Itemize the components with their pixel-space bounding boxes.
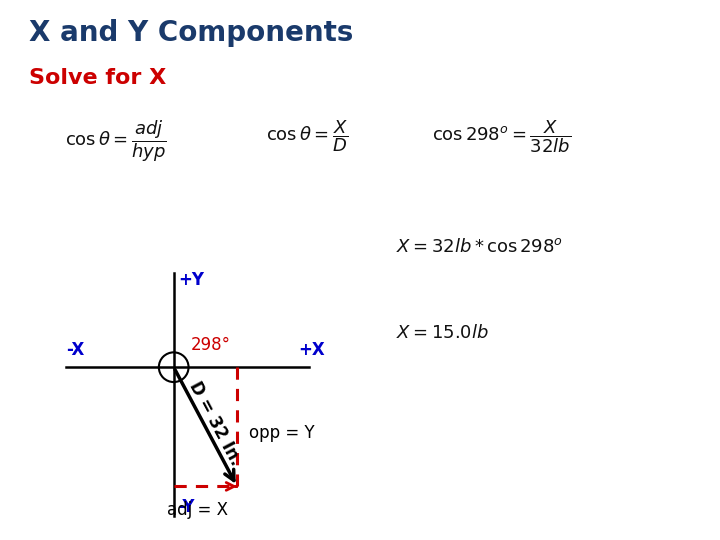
Text: +X: +X xyxy=(299,341,325,359)
Text: X and Y Components: X and Y Components xyxy=(29,19,354,47)
Text: -Y: -Y xyxy=(179,498,195,516)
Text: -X: -X xyxy=(66,341,84,359)
Text: opp = Y: opp = Y xyxy=(249,424,315,442)
Text: adj = X: adj = X xyxy=(167,501,228,519)
Text: $X = 15.0lb$: $X = 15.0lb$ xyxy=(396,324,489,342)
Text: $\cos\theta = \dfrac{X}{D}$: $\cos\theta = \dfrac{X}{D}$ xyxy=(266,119,348,154)
Text: Solve for X: Solve for X xyxy=(29,68,166,87)
Text: $\cos 298^o = \dfrac{X}{32lb}$: $\cos 298^o = \dfrac{X}{32lb}$ xyxy=(432,119,571,156)
Text: +Y: +Y xyxy=(179,271,204,289)
Text: $\cos\theta = \dfrac{adj}{hyp}$: $\cos\theta = \dfrac{adj}{hyp}$ xyxy=(65,119,166,165)
Text: D = 32 In.: D = 32 In. xyxy=(185,379,244,469)
Text: $X = 32lb * \cos 298^o$: $X = 32lb * \cos 298^o$ xyxy=(396,238,563,255)
Text: 298°: 298° xyxy=(192,336,231,354)
